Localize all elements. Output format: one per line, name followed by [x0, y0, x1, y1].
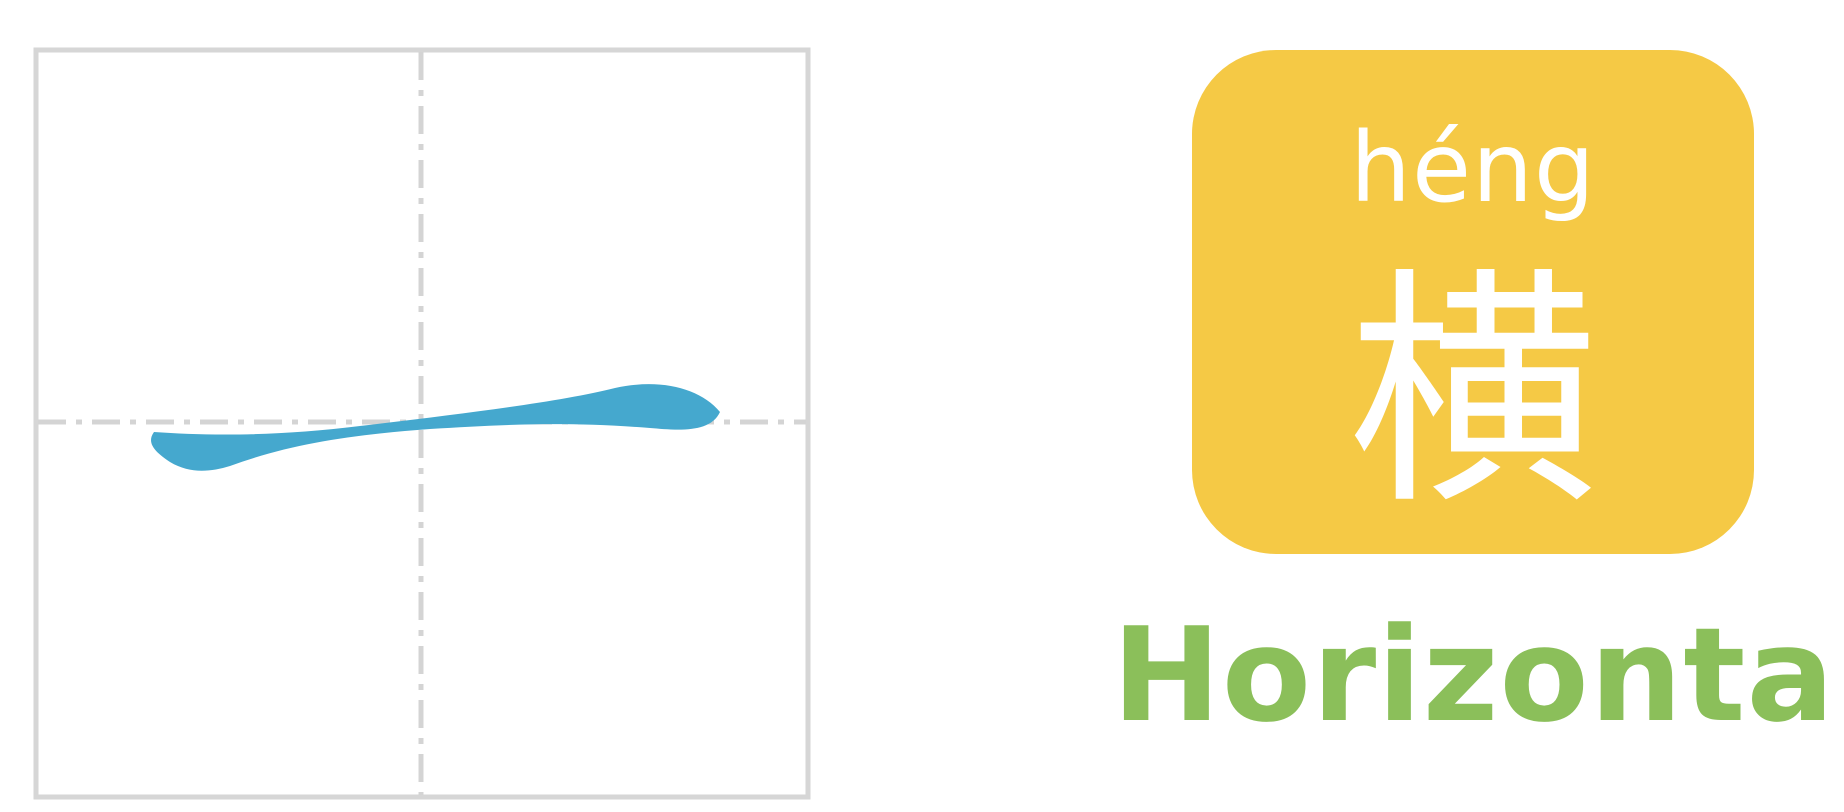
stroke-card: héng 横: [1192, 50, 1754, 554]
grid-border: [33, 47, 811, 800]
pinyin-text: héng: [1350, 112, 1596, 224]
horizontal-stroke-icon: [151, 384, 720, 471]
stroke-meaning: Horizontal: [1112, 599, 1844, 751]
chinese-character: 横: [1348, 247, 1598, 538]
practice-grid: [33, 47, 811, 800]
